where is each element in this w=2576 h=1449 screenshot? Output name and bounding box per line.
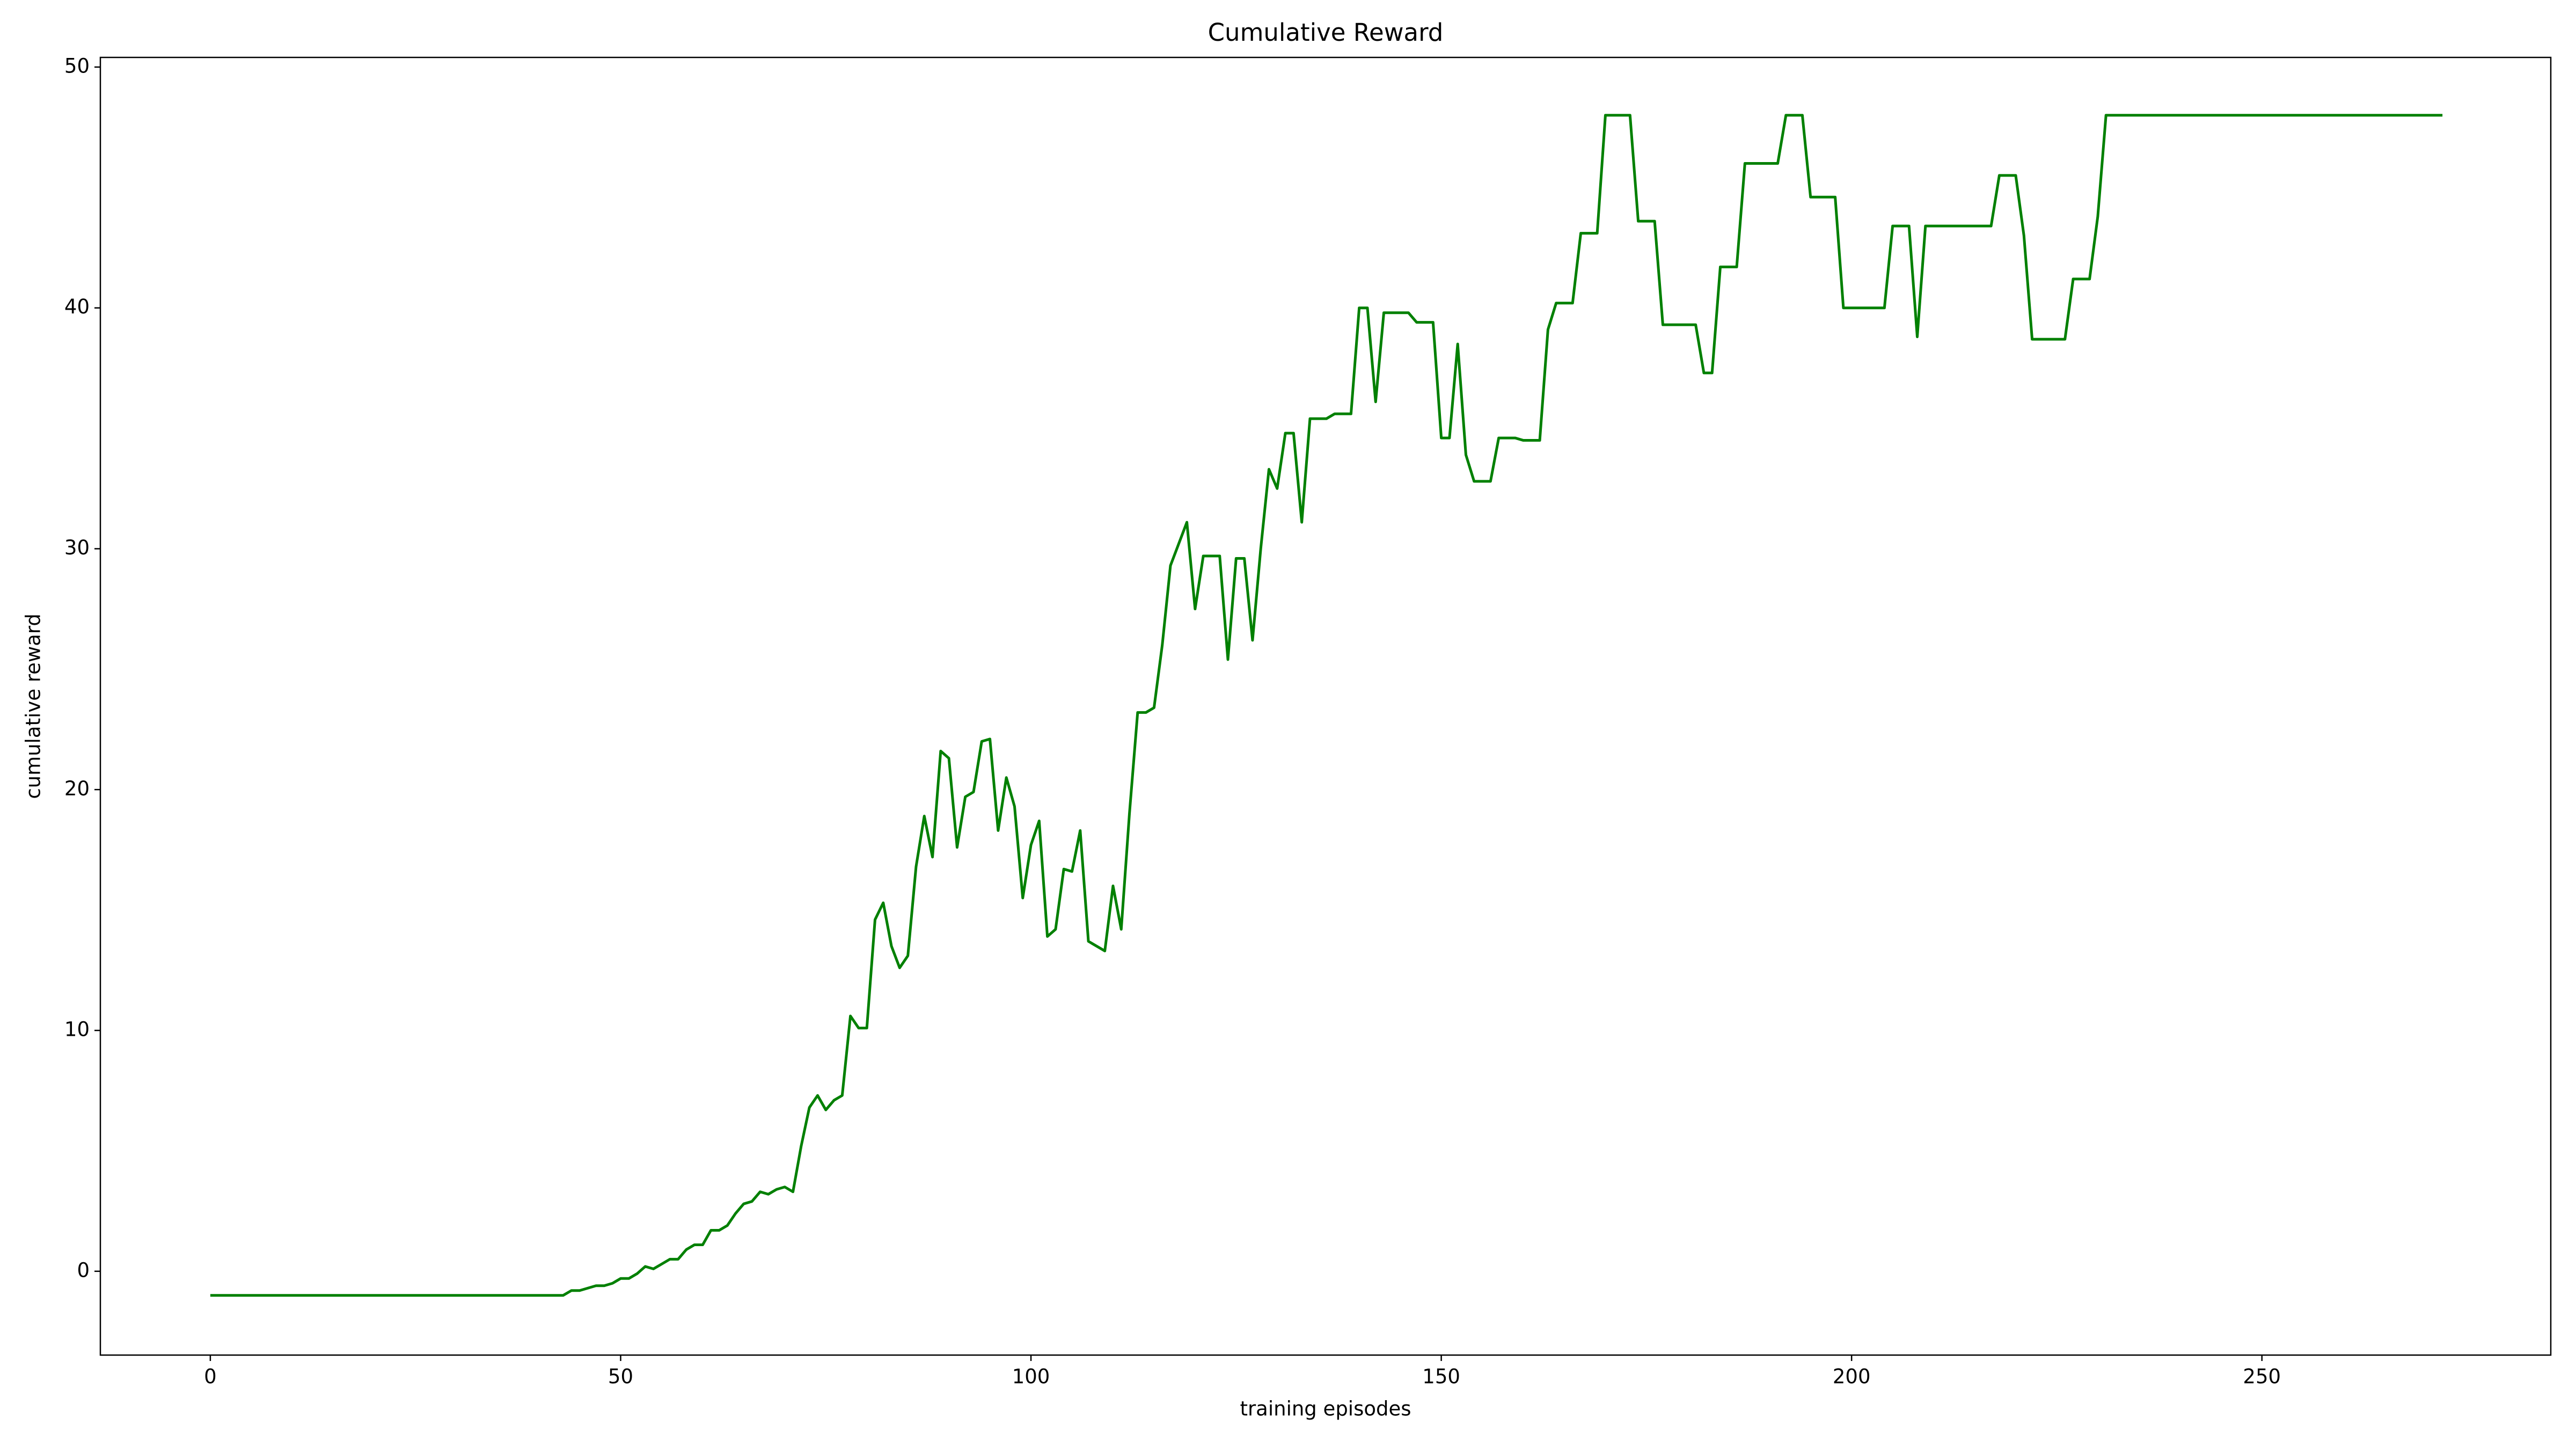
y-tick-label: 40: [64, 295, 90, 318]
plot-frame: [99, 56, 2552, 1356]
x-tick-label: 50: [608, 1365, 633, 1388]
data-line: [210, 114, 2443, 1297]
y-tick-label: 0: [77, 1258, 90, 1282]
x-axis-label: training episodes: [1240, 1397, 1411, 1421]
y-tick-label: 50: [64, 54, 90, 77]
y-tick-label: 20: [64, 777, 90, 800]
x-tick-label: 150: [1422, 1365, 1460, 1388]
y-tick-label: 10: [64, 1018, 90, 1041]
x-tick-label: 0: [204, 1365, 217, 1388]
x-tick-label: 250: [2243, 1365, 2281, 1388]
y-axis-label: cumulative reward: [22, 613, 45, 799]
chart-title: Cumulative Reward: [1208, 18, 1444, 47]
x-tick-label: 200: [1833, 1365, 1871, 1388]
x-tick-label: 100: [1012, 1365, 1050, 1388]
y-tick-label: 30: [64, 536, 90, 559]
